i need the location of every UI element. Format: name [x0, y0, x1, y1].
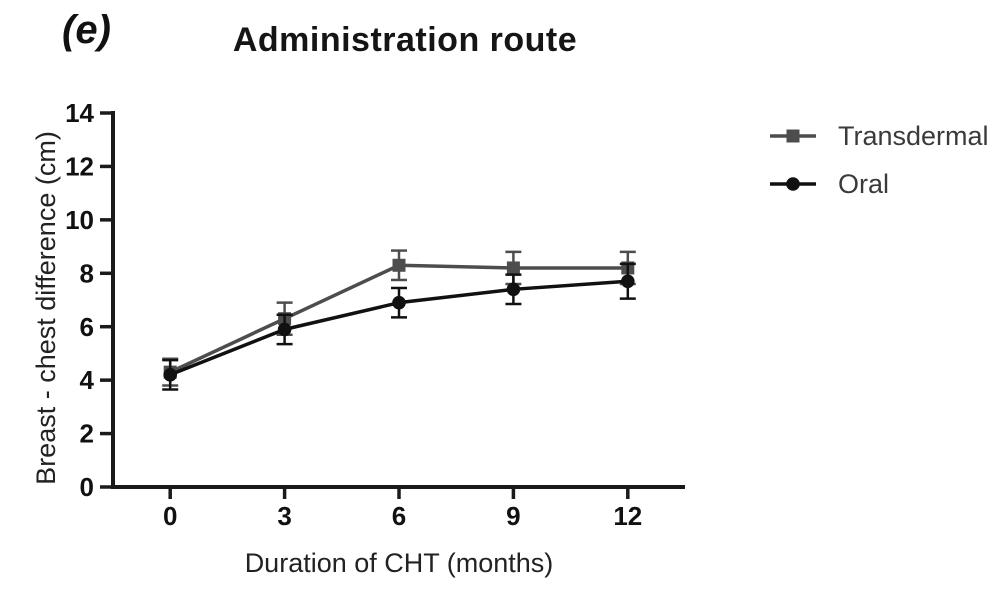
y-tick-label: 0	[80, 472, 94, 502]
y-tick-label: 14	[65, 98, 94, 128]
panel-label: (e)	[62, 8, 111, 52]
data-point-circle	[506, 282, 521, 297]
x-tick-label: 9	[506, 501, 520, 531]
legend-item-transdermal: Transdermal	[770, 120, 989, 152]
y-tick-label: 8	[80, 258, 94, 288]
data-point-circle	[392, 295, 406, 310]
series-line	[169, 263, 628, 374]
x-axis-label: Duration of CHT (months)	[244, 548, 554, 578]
x-tick-label: 12	[613, 501, 642, 531]
y-tick-label: 12	[65, 152, 94, 182]
data-point-circle	[277, 322, 292, 337]
data-point-square	[392, 258, 406, 272]
y-tick-label: 4	[80, 365, 95, 395]
legend-label-transdermal: Transdermal	[838, 120, 989, 151]
data-point-circle	[163, 368, 177, 382]
x-tick-label: 3	[277, 501, 291, 531]
legend: Transdermal Oral	[770, 120, 989, 200]
y-tick-label: 2	[80, 419, 94, 449]
series-oral	[162, 262, 636, 391]
y-tick-label: 10	[65, 205, 94, 235]
data-point-circle	[621, 274, 635, 289]
legend-item-oral: Oral	[770, 168, 989, 200]
data-point-square	[506, 261, 520, 275]
x-tick-label: 6	[392, 501, 406, 531]
legend-label-oral: Oral	[838, 168, 890, 199]
circle-marker-icon	[770, 177, 816, 191]
square-marker-icon	[770, 129, 816, 143]
x-tick-label: 0	[163, 501, 177, 531]
chart-title: Administration route	[232, 21, 578, 59]
y-tick-label: 6	[80, 312, 94, 342]
